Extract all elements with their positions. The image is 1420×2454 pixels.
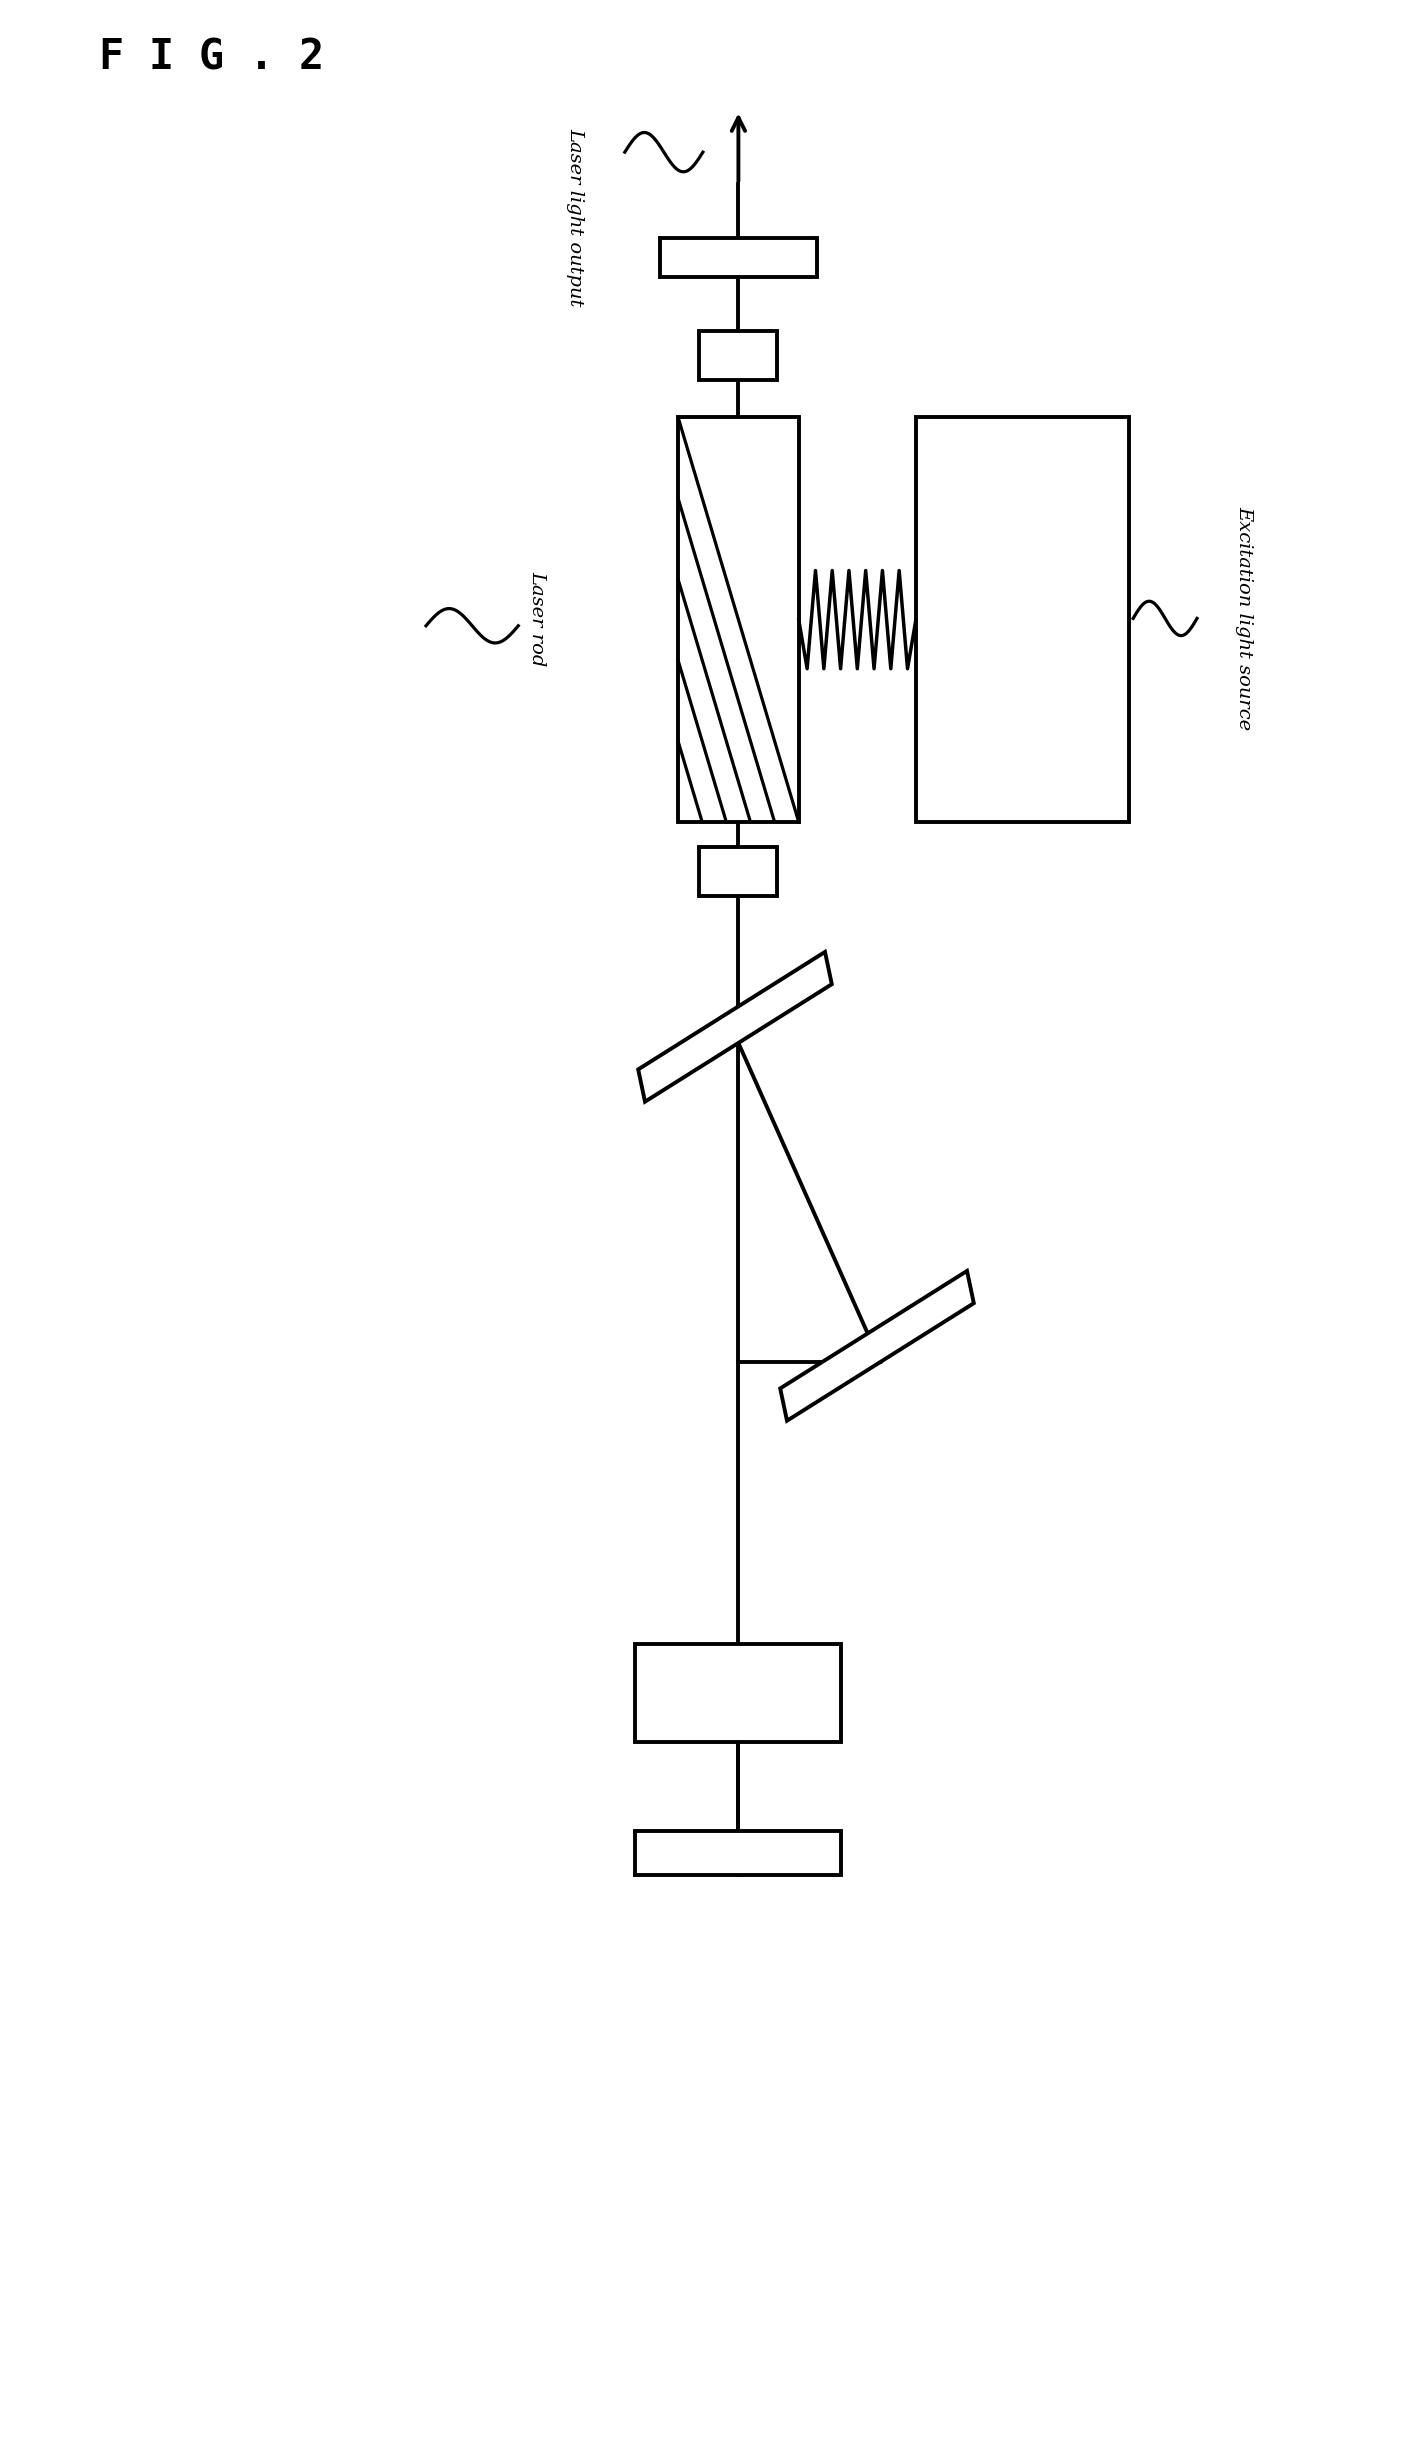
Text: F I G . 2: F I G . 2 <box>99 37 324 79</box>
Bar <box>636 1831 842 1875</box>
Bar <box>916 417 1129 822</box>
Text: Laser light output: Laser light output <box>567 128 584 307</box>
Bar <box>660 238 816 277</box>
Bar <box>700 331 778 380</box>
Bar <box>679 417 798 822</box>
Text: Excitation light source: Excitation light source <box>1235 506 1254 731</box>
Bar <box>636 1644 842 1742</box>
Polygon shape <box>638 952 832 1102</box>
Polygon shape <box>780 1271 974 1421</box>
Text: Laser rod: Laser rod <box>528 572 547 665</box>
Bar <box>700 847 778 896</box>
